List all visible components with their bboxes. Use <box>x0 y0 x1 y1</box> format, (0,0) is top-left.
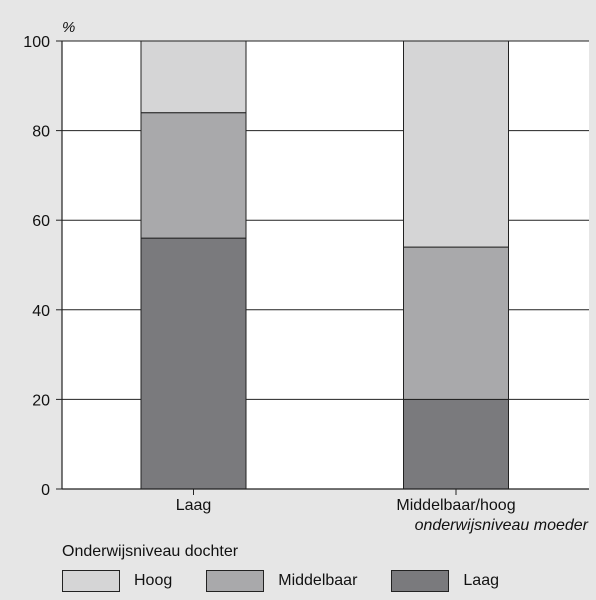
y-tick-label: 40 <box>32 303 50 320</box>
bar-segment-laag <box>140 237 247 490</box>
x-tick-label: Middelbaar/hoog <box>396 497 515 514</box>
y-tick-label: 80 <box>32 124 50 141</box>
legend-item-middelbaar: Middelbaar <box>206 570 357 592</box>
x-tick-label: Laag <box>176 497 212 514</box>
legend-label-laag: Laag <box>463 572 499 589</box>
legend-swatch-middelbaar <box>206 570 265 592</box>
legend-item-laag: Laag <box>391 570 499 592</box>
legend-swatch-laag <box>391 570 450 592</box>
legend-label-hoog: Hoog <box>134 572 173 589</box>
y-tick-label: 20 <box>32 392 50 409</box>
y-tick-label: 0 <box>41 482 50 499</box>
bar-segment-middelbaar <box>403 246 509 400</box>
y-axis-label: % <box>62 19 75 36</box>
legend-title: Onderwijsniveau dochter <box>62 543 239 560</box>
bar-segment-middelbaar <box>140 112 247 239</box>
bar-segment-laag <box>403 398 509 490</box>
y-tick-label: 60 <box>32 213 50 230</box>
legend-swatch-hoog <box>62 570 120 592</box>
bar-segment-hoog <box>403 40 509 248</box>
bar-segment-hoog <box>140 40 247 114</box>
legend-label-middelbaar: Middelbaar <box>278 572 358 589</box>
y-tick-label: 100 <box>23 34 50 51</box>
legend-item-hoog: Hoog <box>62 570 172 592</box>
x-axis-label: onderwijsniveau moeder <box>415 517 589 534</box>
legend: Hoog Middelbaar Laag <box>62 570 533 592</box>
